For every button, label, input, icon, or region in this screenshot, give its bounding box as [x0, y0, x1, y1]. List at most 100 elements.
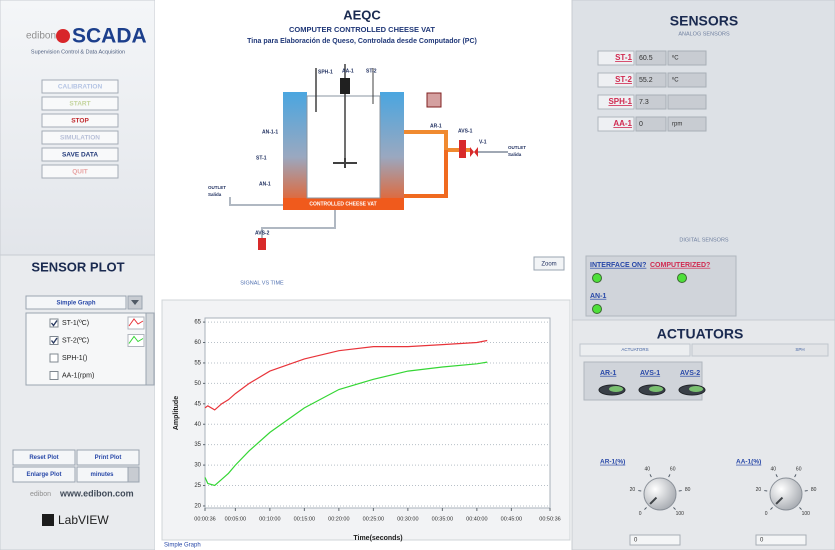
y-tick-label: 55: [194, 361, 201, 367]
knob-value: 0: [634, 538, 638, 544]
button-label[interactable]: START: [69, 101, 90, 108]
tab[interactable]: [579, 343, 691, 357]
checkbox[interactable]: [49, 336, 59, 345]
legend-label: SPH-1(): [62, 355, 87, 362]
knob-display: [629, 534, 681, 546]
knob[interactable]: [769, 477, 803, 511]
knob[interactable]: [643, 477, 677, 511]
x-tick-label: 00:15:00: [294, 516, 315, 522]
vat-wall: [380, 92, 404, 210]
vat-inner: [306, 95, 381, 199]
x-tick-label: 00:00:36: [194, 516, 215, 522]
tab-label[interactable]: SPH: [795, 347, 804, 352]
mode-dropdown[interactable]: [25, 295, 127, 310]
y-tick-label: 50: [194, 381, 201, 387]
knob-scale-label: 20: [756, 487, 762, 493]
knob-tick: [649, 474, 652, 478]
button-label[interactable]: CALIBRATION: [58, 84, 103, 91]
sensor-unit: rpm: [672, 122, 682, 128]
x-tick-label: 00:35:00: [432, 516, 453, 522]
toggle-knob[interactable]: [689, 386, 703, 392]
button-label[interactable]: SIMULATION: [60, 135, 100, 142]
zoom-label[interactable]: Zoom: [541, 262, 556, 268]
button[interactable]: [41, 130, 119, 145]
analog-title: ANALOG SENSORS: [678, 31, 730, 37]
diagram-label: ST-1: [256, 155, 267, 161]
y-tick-label: 25: [194, 483, 201, 489]
digital-tag: INTERFACE ON?: [590, 262, 646, 269]
button-label[interactable]: STOP: [71, 118, 89, 125]
sensor-unit: ºC: [672, 77, 679, 84]
button[interactable]: [41, 147, 119, 162]
button[interactable]: [41, 79, 119, 94]
agitator-motor: [340, 78, 350, 94]
y-axis-label: Amplitude: [173, 396, 180, 430]
knob-scale-label: 80: [811, 487, 817, 493]
button-label[interactable]: SAVE DATA: [62, 152, 98, 159]
toggle-knob[interactable]: [649, 386, 663, 392]
digital-box: [585, 255, 737, 317]
checkbox[interactable]: [49, 318, 59, 328]
y-tick-label: 65: [194, 320, 201, 326]
checkbox[interactable]: [49, 353, 59, 363]
vat-diagram: [229, 64, 508, 250]
series-line: [204, 339, 488, 411]
y-tick-label: 20: [194, 504, 201, 510]
pipe: [261, 210, 336, 238]
knob-scale-label: 60: [670, 466, 676, 472]
knob-tick: [775, 474, 778, 478]
scrollbar[interactable]: [145, 312, 155, 386]
value-box: [635, 72, 667, 88]
unit-value[interactable]: minutes: [90, 472, 114, 478]
x-tick-label: 00:05:00: [225, 516, 246, 522]
button[interactable]: [12, 449, 76, 466]
diagram-label: OUTLET: [208, 185, 226, 190]
knob-tick: [668, 474, 671, 478]
unit-box: [667, 94, 707, 110]
digital-tag: COMPUTERIZED?: [650, 262, 710, 269]
y-tick-label: 45: [194, 401, 201, 407]
button-label[interactable]: QUIT: [72, 169, 88, 176]
legend-swatch: [127, 334, 145, 347]
labview-icon: [42, 514, 54, 526]
button[interactable]: [12, 466, 76, 483]
button[interactable]: [41, 96, 119, 111]
zoom-button[interactable]: [533, 256, 565, 271]
dropdown-arrow[interactable]: [127, 466, 140, 483]
knob-scale-label: 60: [796, 466, 802, 472]
diagram-label: OUTLET: [508, 145, 526, 150]
tagline: Supervision Control & Data Acquisition: [31, 49, 125, 55]
toggle-knob[interactable]: [609, 386, 623, 392]
tab[interactable]: [691, 343, 829, 357]
legend-swatch: [127, 316, 145, 330]
checkbox[interactable]: [49, 371, 59, 380]
diagram-label: AN-1-1: [262, 129, 278, 135]
knob-tick: [644, 507, 647, 510]
button-label[interactable]: Reset Plot: [29, 455, 58, 461]
pipe: [404, 130, 470, 152]
button[interactable]: [76, 449, 140, 466]
tab-label[interactable]: ACTUATORS: [621, 347, 648, 352]
arrow-icon: [131, 300, 139, 305]
unit-box: [667, 50, 707, 66]
mode-value[interactable]: Simple Graph: [56, 301, 95, 307]
logo: edibon: [26, 31, 56, 42]
button-label[interactable]: Print Plot: [95, 455, 122, 461]
knob-scale-label: 100: [676, 511, 685, 517]
button[interactable]: [41, 164, 119, 179]
toggle-tag: AR-1: [600, 370, 616, 377]
vat-bottom: [283, 198, 404, 210]
checkmark: [50, 320, 58, 327]
sensor-value: 55.2: [639, 77, 653, 84]
button[interactable]: [41, 113, 119, 128]
x-tick-label: 00:25:00: [363, 516, 384, 522]
sensor-unit: ºC: [672, 55, 679, 62]
logo-dot: [56, 29, 70, 43]
knob-tick: [770, 507, 773, 510]
sensor-value: 60.5: [639, 55, 653, 62]
button-label[interactable]: Enlarge Plot: [26, 472, 61, 478]
legend-line: [128, 318, 144, 327]
status-led: [592, 273, 602, 283]
x-tick-label: 00:50:36: [539, 516, 560, 522]
